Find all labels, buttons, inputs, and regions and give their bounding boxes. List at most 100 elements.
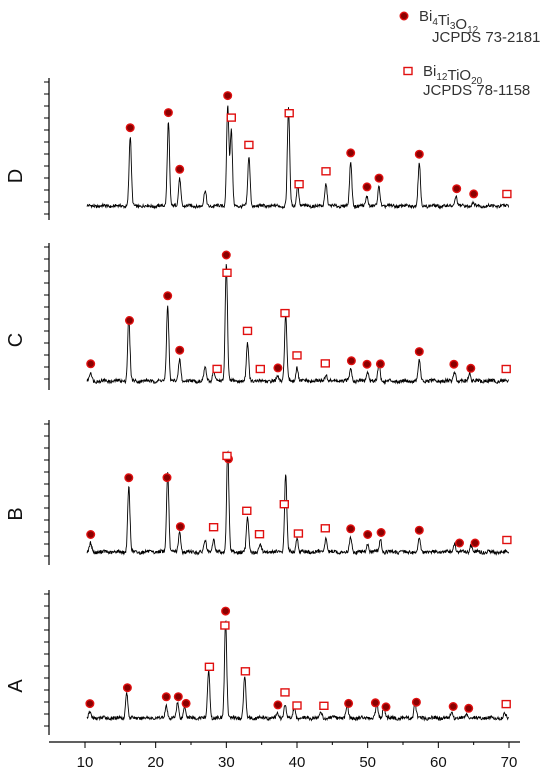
bi4ti3o12-marker xyxy=(122,683,132,693)
x-tick-label: 60 xyxy=(430,754,447,771)
panel-A: A xyxy=(5,590,511,735)
legend-marker xyxy=(399,11,409,21)
bi4ti3o12-marker xyxy=(125,123,135,133)
bi12tio20-marker xyxy=(321,167,331,176)
bi4ti3o12-marker xyxy=(414,525,424,535)
bi12tio20-marker xyxy=(204,662,215,671)
bi4ti3o12-marker xyxy=(124,473,134,483)
bi12tio20-marker xyxy=(292,701,302,710)
bi12tio20-marker xyxy=(293,529,304,538)
panel-D: D xyxy=(5,78,512,220)
bi12tio20-marker xyxy=(284,108,294,118)
diffraction-trace-C xyxy=(86,264,510,386)
bi4ti3o12-marker xyxy=(344,698,354,708)
bi4ti3o12-marker xyxy=(223,91,233,101)
bi4ti3o12-marker xyxy=(273,363,283,373)
x-tick-label: 40 xyxy=(289,754,306,771)
formula-subscript: 12 xyxy=(436,72,448,83)
bi4ti3o12-marker xyxy=(381,702,391,712)
bi4ti3o12-marker xyxy=(376,528,386,538)
panel-label: B xyxy=(5,507,27,520)
bi12tio20-marker xyxy=(212,364,222,374)
bi4ti3o12-marker xyxy=(470,538,480,548)
bi12tio20-marker xyxy=(244,140,254,150)
bi12tio20-marker xyxy=(502,189,512,199)
bi12tio20-marker xyxy=(222,268,232,277)
legend-formula: Bi4Ti3O12 xyxy=(419,8,479,36)
bi4ti3o12-marker xyxy=(346,148,356,158)
bi4ti3o12-marker xyxy=(455,538,465,548)
bi12tio20-marker xyxy=(320,359,330,368)
bi4ti3o12-marker xyxy=(449,359,459,369)
legend-formula: Bi12TiO20 xyxy=(423,63,483,87)
formula-subscript: 4 xyxy=(432,17,438,28)
stacked-panels: D C B A xyxy=(5,78,512,735)
bi4ti3o12-marker xyxy=(181,698,191,708)
bi12tio20-marker xyxy=(319,701,329,710)
bi4ti3o12-marker xyxy=(448,702,458,712)
bi4ti3o12-marker xyxy=(86,530,96,540)
bi4ti3o12-marker xyxy=(411,697,421,707)
diffraction-trace-A xyxy=(86,619,509,722)
bi4ti3o12-marker xyxy=(374,173,384,183)
bi4ti3o12-marker xyxy=(175,164,185,174)
bi4ti3o12-marker xyxy=(273,700,283,710)
bi12tio20-marker xyxy=(220,621,230,630)
bi12tio20-marker xyxy=(208,523,219,532)
bi4ti3o12-marker xyxy=(363,530,373,540)
bi12tio20-marker xyxy=(280,308,290,318)
bi12tio20-marker xyxy=(280,688,290,697)
bi4ti3o12-marker xyxy=(163,108,173,118)
bi4ti3o12-marker xyxy=(362,182,372,192)
bi12tio20-marker xyxy=(502,535,512,545)
bi4ti3o12-marker xyxy=(162,473,172,483)
bi4ti3o12-marker xyxy=(175,345,185,355)
bi12tio20-marker xyxy=(501,364,511,374)
formula-element: Bi xyxy=(419,8,432,25)
bi4ti3o12-marker xyxy=(375,359,385,369)
bi4ti3o12-marker xyxy=(452,184,462,194)
x-tick-label: 30 xyxy=(218,754,235,771)
bi12tio20-marker xyxy=(255,364,265,374)
bi4ti3o12-marker xyxy=(173,692,183,702)
legend-card: JCPDS 73-2181 xyxy=(432,29,540,46)
bi4ti3o12-marker xyxy=(86,359,96,369)
formula-subscript: 3 xyxy=(450,21,456,32)
bi12tio20-marker xyxy=(320,524,330,533)
diffraction-trace-D xyxy=(86,105,510,210)
bi4ti3o12-marker xyxy=(464,703,474,713)
panel-label: D xyxy=(5,169,27,183)
x-tick-label: 20 xyxy=(147,754,164,771)
panel-label: C xyxy=(5,333,27,347)
formula-element: Ti xyxy=(438,12,450,29)
bi12tio20-marker xyxy=(240,667,251,676)
bi12tio20-marker xyxy=(292,351,302,360)
formula-subscript: 20 xyxy=(471,76,483,87)
bi12tio20-marker xyxy=(254,530,265,539)
bi4ti3o12-marker xyxy=(370,698,380,708)
bi4ti3o12-marker xyxy=(221,606,231,616)
bi4ti3o12-marker xyxy=(346,524,356,534)
formula-element: TiO xyxy=(447,67,471,84)
panel-label: A xyxy=(5,679,27,693)
bi12tio20-marker xyxy=(279,500,289,509)
bi12tio20-marker xyxy=(294,179,304,189)
diffraction-trace-B xyxy=(86,450,510,556)
bi12tio20-marker xyxy=(242,506,252,515)
bi4ti3o12-marker xyxy=(346,356,356,366)
bi4ti3o12-marker xyxy=(124,316,134,326)
bi4ti3o12-marker xyxy=(221,250,231,260)
bi4ti3o12-marker xyxy=(85,699,95,709)
bi4ti3o12-marker xyxy=(466,363,476,373)
bi12tio20-marker xyxy=(242,326,253,336)
bi4ti3o12-marker xyxy=(175,522,185,532)
bi12tio20-marker xyxy=(222,451,232,461)
bi4ti3o12-marker xyxy=(161,692,171,702)
formula-subscript: 12 xyxy=(467,25,479,36)
bi12tio20-marker xyxy=(501,699,511,709)
x-tick-label: 50 xyxy=(359,754,376,771)
